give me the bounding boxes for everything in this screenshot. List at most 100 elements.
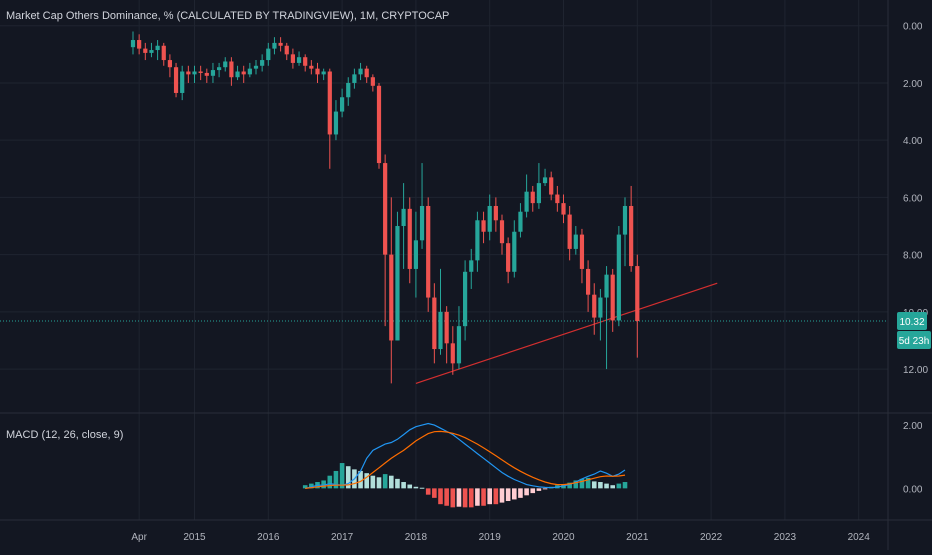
candle-body [346,82,351,98]
macd-histogram-bar [499,488,505,503]
candle-body [315,68,320,75]
macd-histogram-bar [321,480,326,489]
candle-body [481,220,486,232]
macd-layer [302,422,628,508]
candle-body [143,48,148,53]
candle-body [530,191,535,204]
candle-body [493,205,498,221]
macd-histogram-bar [382,474,388,489]
candle-body [426,205,431,298]
candle-body [364,68,369,78]
candle-body [149,50,154,53]
price-tick-label: 6.00 [903,193,923,204]
candle-body [229,61,234,78]
macd-histogram-bar [444,488,449,506]
time-tick-label: 2021 [626,532,649,543]
macd-histogram-bar [622,482,628,489]
macd-histogram-bar [407,484,413,489]
time-tick-label: 2015 [183,532,206,543]
candle-body [579,234,585,269]
macd-histogram-bar [505,488,511,502]
macd-histogram-bar [345,466,351,489]
candle-body [616,234,621,321]
macd-histogram-bar [512,488,517,500]
candle-body [592,294,597,318]
time-tick-label: 2024 [848,532,871,543]
countdown-value: 5d 23h [899,336,930,347]
candle-body [542,177,548,184]
candle-body [210,70,216,76]
macd-histogram-bar [585,477,591,489]
time-tick-label: Apr [131,532,147,543]
candle-body [438,311,443,350]
price-tick-label: 8.00 [903,251,923,262]
last-price-value: 10.32 [899,317,924,328]
candle-body [217,67,222,71]
candle-body [389,254,394,341]
candle-body [395,226,400,341]
macd-histogram-bar [591,481,597,489]
macd-histogram-bar [327,475,333,489]
candle-body [512,231,517,272]
macd-tick-label: 0.00 [903,484,923,495]
candle-body [549,177,554,195]
macd-histogram-bar [456,488,462,507]
macd-histogram-bar [610,485,615,489]
candle-body [241,71,246,75]
macd-histogram-bar [493,488,499,505]
candle-body [573,234,578,249]
macd-histogram-bar [573,480,579,489]
time-tick-label: 2019 [479,532,502,543]
macd-histogram-bar [358,470,363,489]
candle-body [524,191,529,212]
candle-body [450,343,455,364]
candle-body [586,268,591,295]
time-tick-label: 2017 [331,532,354,543]
candle-body [327,71,332,135]
candle-body [432,297,437,350]
last-price-tag [897,312,927,331]
candle-body [161,45,166,61]
macd-histogram-bar [536,488,542,491]
trend-layer [0,282,888,384]
candle-body [167,60,172,68]
candle-body [180,71,185,93]
macd-histogram-bar [401,482,406,489]
macd-histogram-bar [309,483,314,489]
candle-body [198,71,203,73]
time-tick-label: 2020 [552,532,575,543]
macd-histogram-bar [389,475,394,489]
candle-body [173,67,179,93]
candle-body [499,220,505,244]
macd-histogram-bar [450,488,456,508]
candle-body [309,65,314,69]
macd-title: MACD (12, 26, close, 9) [6,429,124,441]
candle-body [604,274,609,298]
candle-body [303,57,308,66]
candle-body [610,274,615,321]
candle-body [487,205,492,232]
macd-histogram-bar [364,473,369,489]
trendline [415,282,718,384]
macd-histogram-bar [432,488,437,498]
time-tick-label: 2022 [700,532,723,543]
macd-histogram-bar [333,470,339,489]
candle-body [419,205,425,241]
candle-body [352,74,357,83]
macd-histogram-bar [475,488,480,506]
candle-body [333,111,339,135]
macd-histogram-bar [604,483,609,489]
macd-histogram-bar [376,477,382,489]
candle-body [340,97,345,112]
candle-layer [130,31,640,384]
candle-body [266,48,271,61]
candle-body [296,57,302,63]
macd-histogram-bar [530,488,536,494]
macd-histogram-bar [419,487,425,489]
macd-histogram-bar [524,488,529,496]
macd-histogram-bar [561,484,566,489]
candle-body [130,40,136,48]
